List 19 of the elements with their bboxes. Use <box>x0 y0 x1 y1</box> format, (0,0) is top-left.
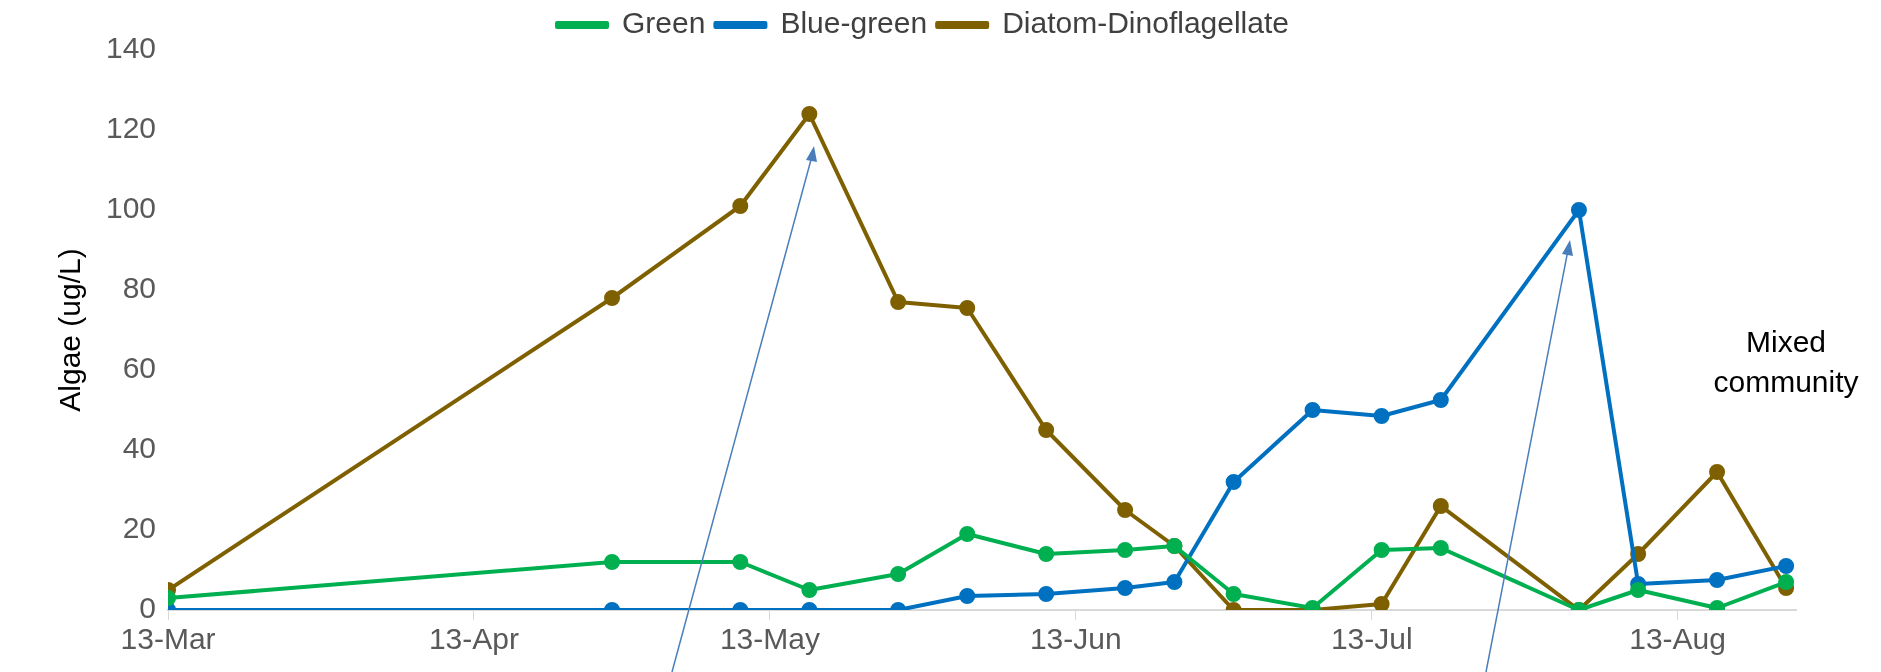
y-tick-label: 140 <box>105 31 157 65</box>
y-tick-label: 120 <box>105 111 157 145</box>
x-tick-label: 13-May <box>719 622 820 656</box>
y-axis-title: Algae (ug/L) <box>53 248 87 412</box>
x-tick-label: 13-Mar <box>120 622 216 656</box>
legend-label: Blue-green <box>780 6 928 40</box>
y-tick-label: 20 <box>122 511 157 545</box>
x-tick-label: 13-Apr <box>428 622 519 656</box>
x-tick-label: 13-Jul <box>1330 622 1413 656</box>
annotation: Mixed community <box>1713 324 1859 398</box>
x-tick-label: 13-Jun <box>1029 622 1122 656</box>
y-tick-label: 40 <box>122 431 157 465</box>
legend-label: Green <box>622 6 706 40</box>
y-tick-label: 80 <box>122 271 157 305</box>
y-tick-label: 60 <box>122 351 157 385</box>
y-tick-label: 100 <box>105 191 157 225</box>
y-tick-label: 0 <box>139 591 157 625</box>
x-tick-label: 13-Aug <box>1629 622 1726 656</box>
legend-label: Diatom-Dinoflagellate <box>1002 6 1289 40</box>
